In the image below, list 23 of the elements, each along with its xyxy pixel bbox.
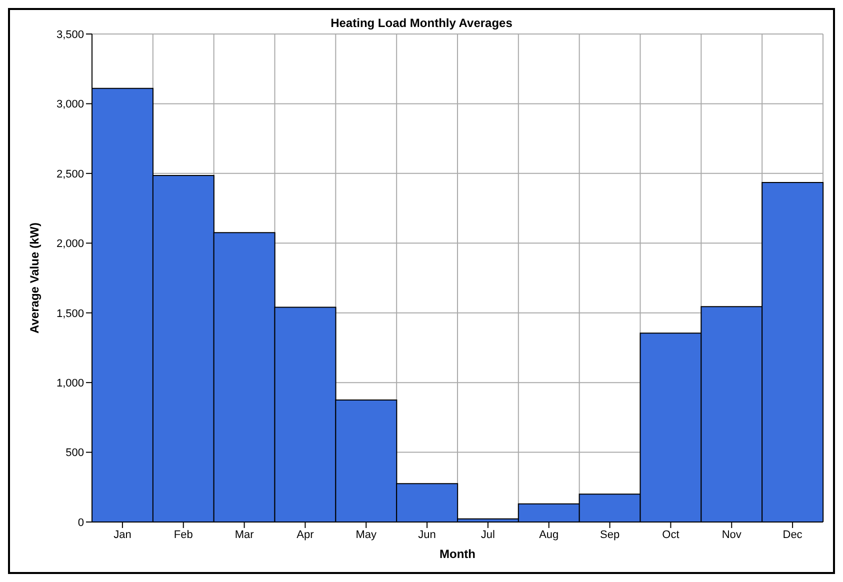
y-tick-label: 3,000: [56, 98, 84, 111]
y-tick-label: 3,500: [56, 28, 84, 41]
x-tick-label: Nov: [722, 528, 742, 541]
x-tick-label: Aug: [539, 528, 559, 541]
x-tick-label: Oct: [662, 528, 680, 541]
x-tick-label: Sep: [600, 528, 620, 541]
y-tick-label: 500: [66, 447, 84, 460]
x-tick-label: Feb: [174, 528, 193, 541]
x-tick-label: Jul: [480, 528, 495, 541]
x-tick-label: Dec: [782, 528, 803, 541]
x-tick-label: Jan: [114, 528, 132, 541]
x-axis-title: Month: [440, 547, 476, 561]
chart-title: Heating Load Monthly Averages: [330, 16, 514, 30]
x-tick-label: May: [356, 528, 378, 541]
x-tick-label: Mar: [234, 528, 254, 541]
y-tick-label: 1,000: [56, 377, 84, 390]
y-tick-label: 2,000: [56, 238, 84, 250]
y-tick-label: 1,500: [56, 308, 84, 320]
x-tick-label: Apr: [296, 528, 314, 541]
x-tick-label: Jun: [418, 528, 436, 541]
y-tick-label: 0: [78, 516, 84, 529]
y-axis-title: Average Value (kW): [27, 222, 42, 334]
y-tick-label: 2,500: [56, 168, 84, 180]
